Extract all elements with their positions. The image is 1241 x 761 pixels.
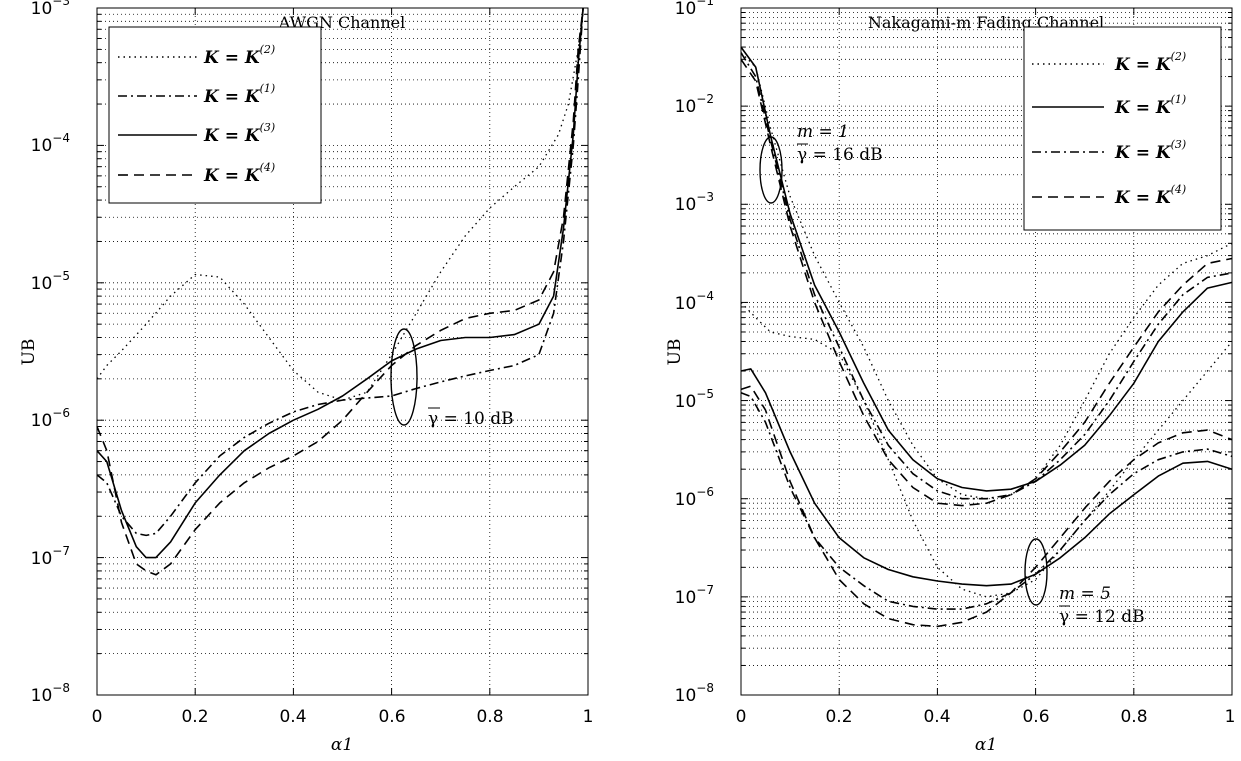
nakagami-legend-box — [1023, 26, 1222, 231]
nakagami-panel: Nakagami-m Fading Channel 10−8 10−7 10−6… — [665, 0, 1235, 755]
awgn-series-layer — [96, 7, 584, 576]
awgn-ylabel: UB — [19, 339, 39, 366]
nakagami-ytick-label: 10−8 — [675, 681, 714, 706]
nakagami-ytick-label: 10−4 — [675, 289, 714, 314]
nakagami-xtick-label: 0.4 — [923, 707, 950, 727]
nakagami-series-dashdot-m1-2 — [740, 52, 1233, 500]
nakagami-ytick-label: 10−5 — [675, 387, 714, 412]
nakagami-legend-entry: K = K(3) — [1114, 138, 1186, 163]
awgn-panel: AWGN Channel 10−8 10−7 10−6 10−5 10−4 10… — [19, 0, 593, 755]
nakagami-series-dashed-m5-7 — [740, 385, 1233, 628]
awgn-xtick-label: 0.6 — [378, 707, 405, 727]
awgn-xtick-label: 0.2 — [181, 707, 208, 727]
awgn-ytick-label: 10−3 — [31, 0, 70, 19]
nakagami-annotation-m1: m = 1 — [797, 122, 849, 142]
nakagami-annotation-snr5: γ = 12 dB — [1059, 607, 1145, 627]
awgn-ytick-label: 10−7 — [31, 544, 70, 569]
awgn-legend-entry: K = K(2) — [203, 43, 275, 68]
nakagami-series-solid-m1-1 — [740, 46, 1233, 492]
awgn-series-solid-2 — [96, 7, 584, 559]
nakagami-legend-entry: K = K(4) — [1114, 183, 1186, 208]
awgn-ytick-label: 10−6 — [31, 406, 70, 431]
awgn-grid — [97, 8, 588, 695]
nakagami-annotation-ellipse-m1 — [759, 136, 783, 204]
awgn-legend-entry: K = K(4) — [203, 161, 275, 186]
awgn-series-dotted-0 — [96, 7, 584, 401]
nakagami-ytick-label: 10−1 — [675, 0, 714, 19]
nakagami-series-dashed-m1-3 — [740, 58, 1233, 507]
awgn-xtick-label: 0.8 — [476, 707, 503, 727]
nakagami-xtick-label: 1 — [1225, 707, 1236, 727]
nakagami-xtick-label: 0 — [736, 707, 747, 727]
nakagami-annotation-m5: m = 5 — [1059, 584, 1111, 604]
awgn-xtick-label: 0 — [92, 707, 103, 727]
nakagami-xtick-label: 0.6 — [1022, 707, 1049, 727]
nakagami-ytick-label: 10−3 — [675, 190, 714, 215]
nakagami-plot-frame — [740, 7, 1233, 696]
nakagami-ylabel: UB — [665, 339, 685, 366]
awgn-xtick-label: 1 — [583, 707, 594, 727]
nakagami-ytick-label: 10−2 — [675, 92, 714, 117]
awgn-legend: K = K(2) K = K(1) K = K(3) K = K(4) — [108, 26, 322, 204]
nakagami-xlabel: α1 — [975, 735, 997, 755]
awgn-annotation-snr: γ = 10 dB — [428, 409, 514, 429]
awgn-ytick-label: 10−5 — [31, 269, 70, 294]
nakagami-ticks — [740, 8, 1233, 695]
nakagami-ytick-label: 10−7 — [675, 583, 714, 608]
nakagami-series-layer — [740, 46, 1233, 628]
awgn-series-dashdot-1 — [96, 7, 584, 537]
awgn-legend-box — [108, 26, 322, 204]
nakagami-annotation-ellipse-m5 — [1024, 538, 1048, 606]
nakagami-legend-entry: K = K(2) — [1114, 50, 1186, 75]
nakagami-xtick-label: 0.2 — [825, 707, 852, 727]
awgn-xtick-label: 0.4 — [279, 707, 306, 727]
nakagami-annotation-snr1: γ = 16 dB — [797, 145, 883, 165]
nakagami-legend-entry: K = K(1) — [1114, 93, 1186, 118]
nakagami-legend: K = K(2) K = K(1) K = K(3) K = K(4) — [1023, 26, 1222, 231]
nakagami-series-solid-m5-5 — [740, 368, 1233, 587]
awgn-ytick-label: 10−4 — [31, 131, 70, 156]
awgn-xlabel: α1 — [331, 735, 353, 755]
awgn-annotation-ellipse — [390, 328, 418, 426]
awgn-plot-frame — [96, 7, 589, 696]
awgn-legend-entry: K = K(1) — [203, 82, 275, 107]
awgn-legend-entry: K = K(3) — [203, 121, 275, 146]
nakagami-ytick-label: 10−6 — [675, 485, 714, 510]
nakagami-series-dotted-m5-4 — [740, 301, 1233, 598]
awgn-ticks — [96, 8, 589, 695]
nakagami-series-dashdot-m5-6 — [740, 392, 1233, 610]
awgn-ytick-label: 10−8 — [31, 681, 70, 706]
nakagami-xtick-label: 0.8 — [1120, 707, 1147, 727]
